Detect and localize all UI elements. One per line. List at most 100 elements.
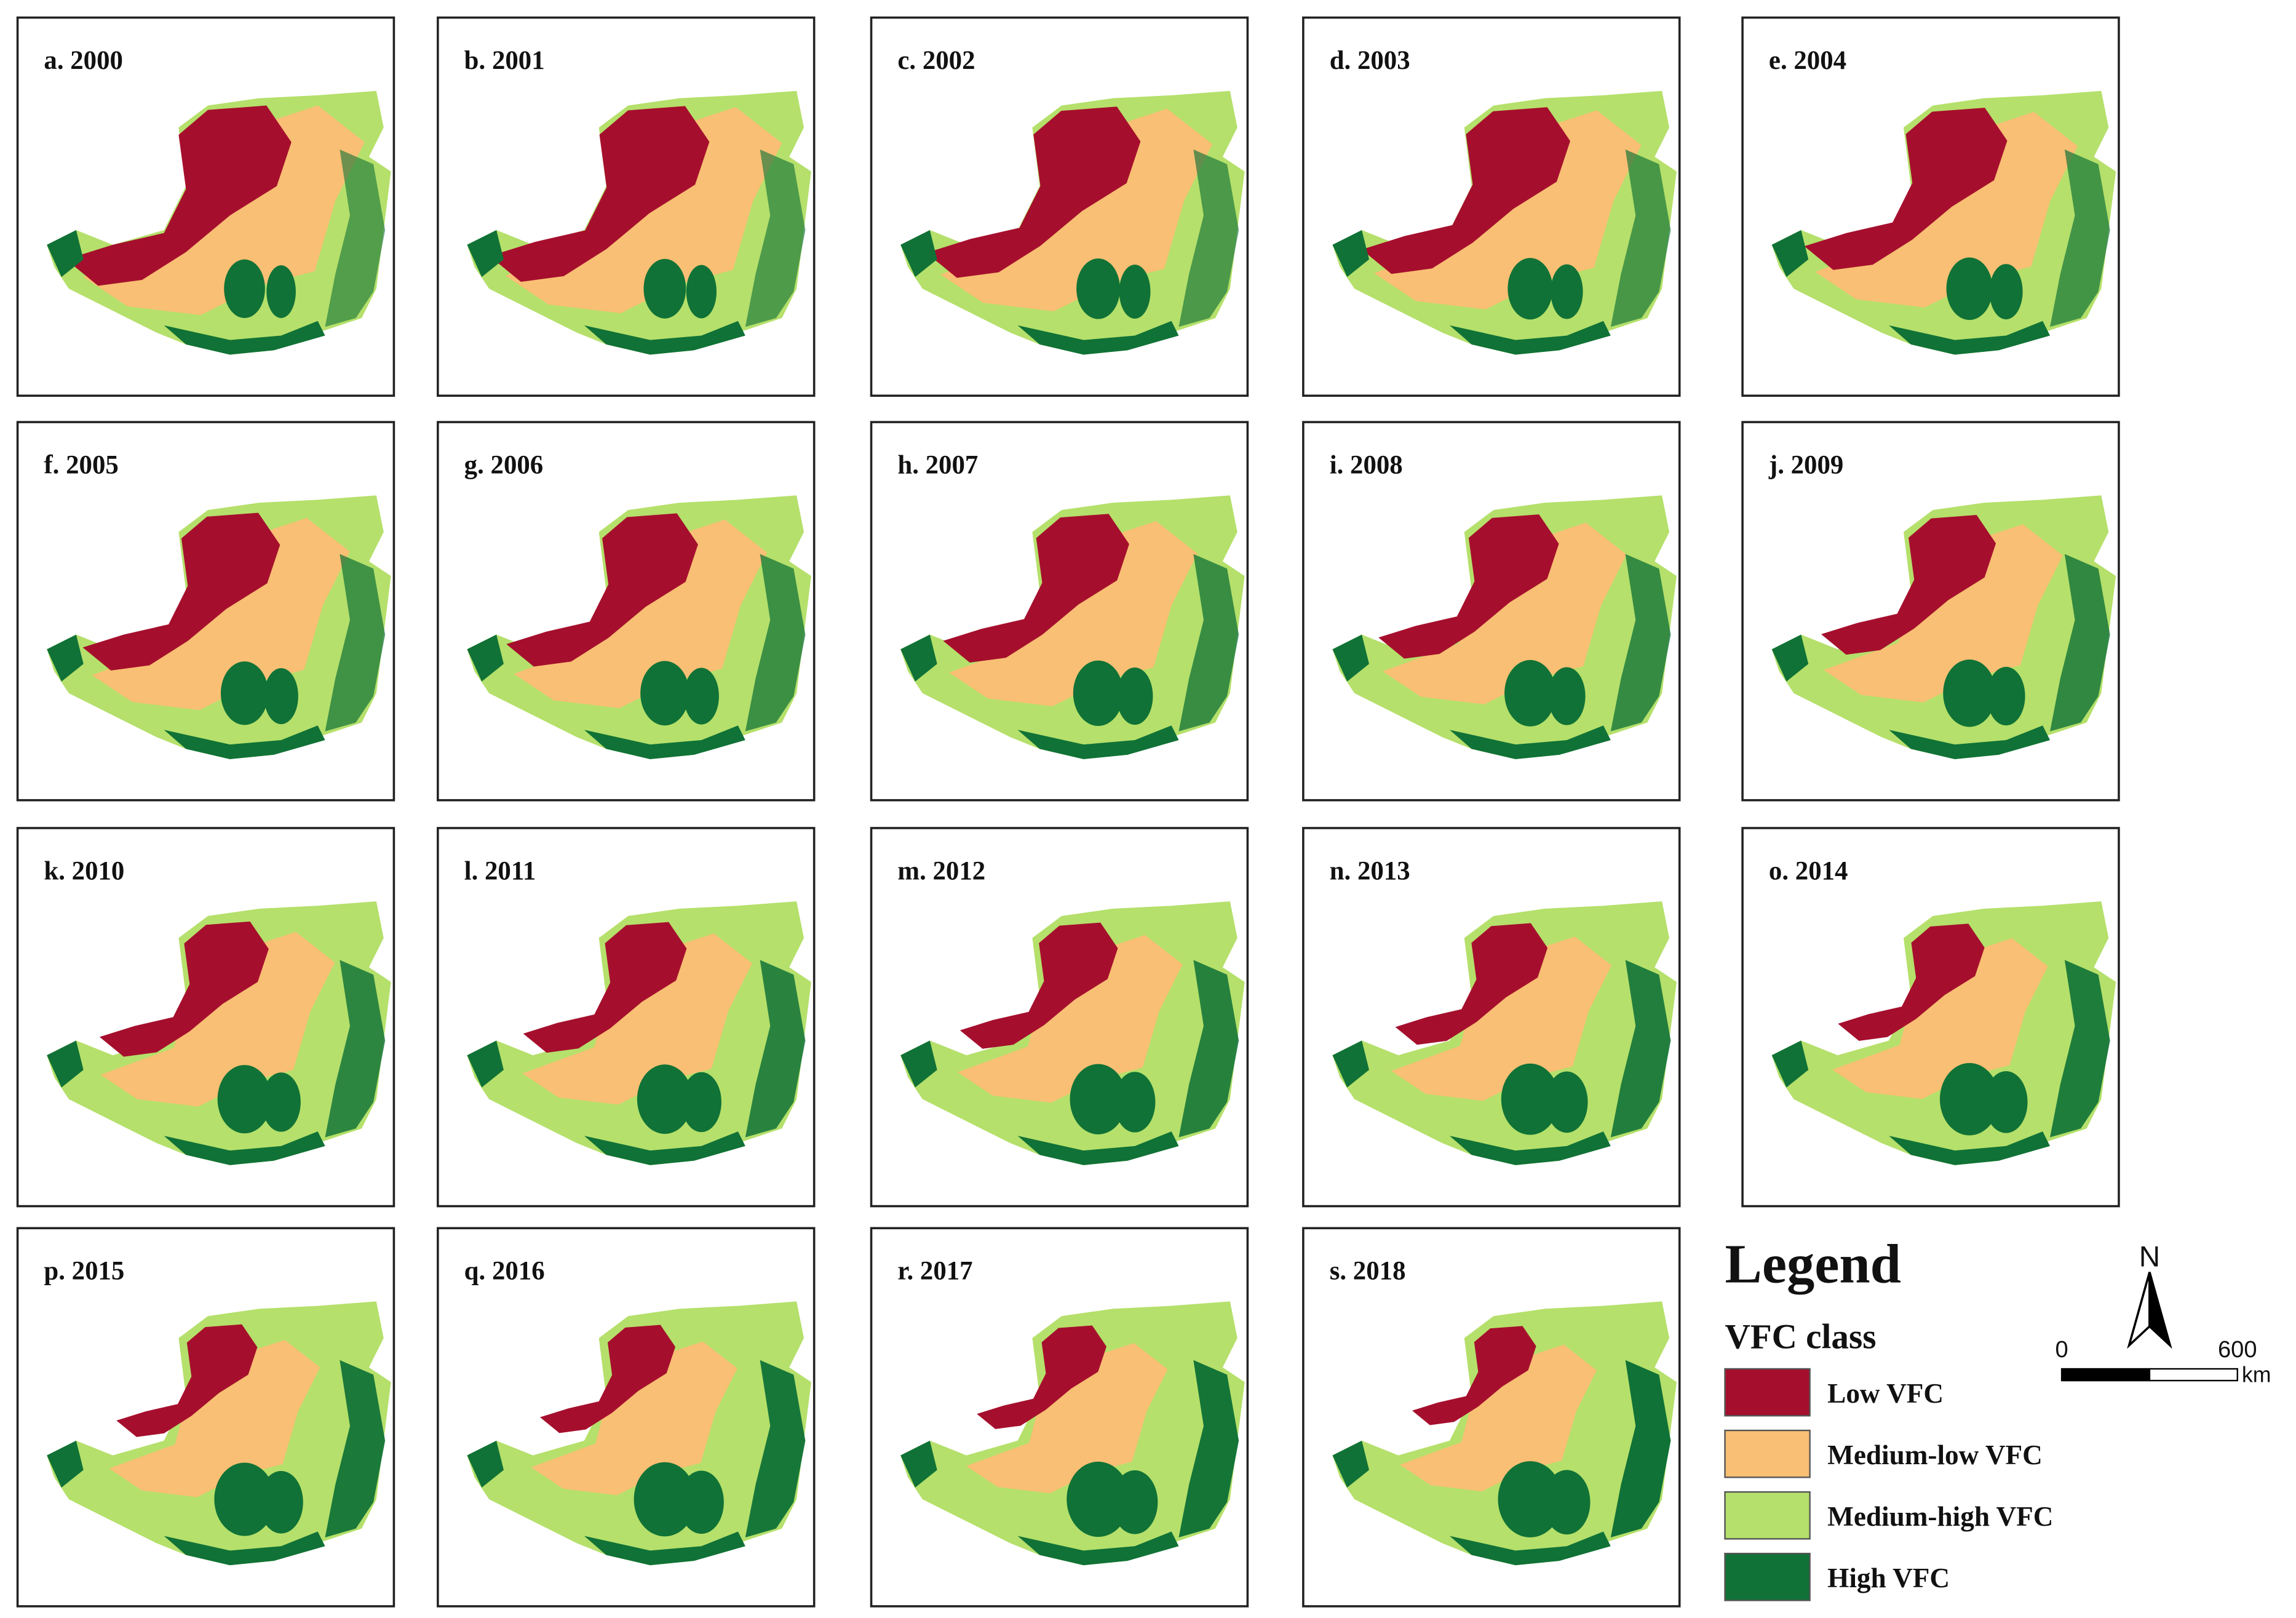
region-high-south [584, 1131, 745, 1165]
panel-label: h. 2007 [897, 450, 978, 479]
panel-label: d. 2003 [1330, 46, 1410, 75]
panel-label: g. 2006 [464, 450, 544, 479]
region-high-center [634, 1462, 696, 1537]
north-arrow: N [2127, 1240, 2172, 1349]
region-low [1378, 514, 1559, 659]
map [47, 1301, 391, 1566]
region-high-center [1989, 264, 2023, 320]
map-panel: n. 2013 [1302, 827, 1681, 1208]
map [1332, 90, 1677, 355]
map [467, 1301, 811, 1566]
map [1771, 90, 2116, 355]
region-high-south [1017, 1531, 1179, 1566]
region-high-west [1771, 634, 1809, 682]
region-high-south [164, 725, 325, 760]
region-high-center [1987, 666, 2025, 726]
legend-label: High VFC [1827, 1563, 1950, 1593]
region-low [66, 105, 292, 286]
map [47, 901, 391, 1165]
map-panel: a. 2000 [16, 16, 395, 397]
region-high-west [900, 1440, 937, 1488]
region-medium-low [949, 521, 1198, 707]
region-high-center [640, 661, 689, 726]
region-high-center [1543, 1470, 1591, 1535]
legend-label: Low VFC [1827, 1378, 1944, 1409]
region-high-center [217, 1065, 272, 1134]
region-medium-low [522, 933, 752, 1105]
region-high-west [467, 1440, 504, 1488]
region-high-center [1551, 264, 1583, 319]
panel-label: p. 2015 [44, 1257, 124, 1286]
map [900, 495, 1245, 760]
region-high-center [1114, 1072, 1156, 1133]
region-low [489, 106, 710, 282]
region-high-center [259, 1470, 303, 1534]
scale-end: 600 [2218, 1337, 2257, 1363]
legend-swatch [1724, 1552, 1811, 1601]
region-medium-low [1832, 938, 2048, 1099]
map [1771, 495, 2116, 760]
region-high-east [1610, 960, 1671, 1138]
map [467, 495, 811, 760]
region-high-east [1610, 554, 1671, 731]
map [47, 90, 391, 355]
north-label: N [2139, 1240, 2160, 1273]
region-high-east [1610, 149, 1671, 327]
region-high-center [220, 661, 269, 725]
region-high-east [325, 554, 386, 731]
region-high-south [1017, 725, 1179, 760]
region-high-south [1889, 321, 2051, 355]
map [900, 90, 1245, 355]
region-high-center [1548, 667, 1586, 725]
region-high-west [900, 1040, 937, 1088]
region-high-east [325, 149, 386, 327]
region-medium-low [1399, 1344, 1597, 1492]
region-high-west [1771, 1040, 1809, 1088]
region-high-west [1332, 1440, 1369, 1488]
panel-label: f. 2005 [44, 450, 118, 479]
map-panel: l. 2011 [437, 827, 816, 1208]
region-high-west [1332, 634, 1369, 682]
region-low [116, 1324, 258, 1437]
map [1332, 1301, 1677, 1566]
region-low [1838, 923, 1985, 1041]
map-panel: f. 2005 [16, 421, 395, 802]
panel-label: m. 2012 [897, 856, 985, 885]
region-high-west [47, 634, 84, 682]
region-low [506, 513, 698, 667]
region-low [523, 922, 687, 1053]
region-medium-low [966, 1343, 1168, 1494]
region-high-west [467, 1040, 504, 1088]
region-medium-low [1383, 522, 1627, 704]
region-medium-low [1391, 936, 1612, 1101]
region-high-center [1067, 1461, 1130, 1537]
map-panel: c. 2002 [870, 16, 1249, 397]
region-high-center [1984, 1071, 2028, 1133]
region-high-center [266, 265, 296, 318]
region-high-west [47, 230, 84, 277]
region-high-east [325, 1360, 386, 1537]
region-high-center [224, 259, 265, 318]
panel-grid: a. 2000 b. 2001 c. 2002 d. 2003 e. 2004 f. 20… [16, 16, 2120, 1608]
region-high-center [264, 668, 298, 725]
scale-unit: km [2242, 1362, 2271, 1387]
region-medium-low [109, 1339, 320, 1497]
arrow-left [2127, 1272, 2151, 1349]
region-medium-low [92, 517, 350, 711]
region-high-east [745, 149, 806, 327]
region-high-south [1017, 321, 1179, 355]
region-high-center [1073, 660, 1124, 727]
region-high-center [1507, 258, 1553, 320]
region-high-south [164, 321, 325, 355]
region-high-east [1178, 960, 1239, 1138]
region-high-center [683, 668, 719, 725]
scale-start: 0 [2055, 1337, 2068, 1363]
map-panel: o. 2014 [1741, 827, 2120, 1208]
region-medium-low [514, 519, 768, 709]
region-high-east [745, 554, 806, 731]
region-high-east [1178, 1360, 1239, 1537]
region-high-south [584, 1531, 745, 1566]
legend-swatch [1724, 1368, 1811, 1417]
region-high-south [164, 1131, 325, 1165]
region-high-east [745, 960, 806, 1138]
